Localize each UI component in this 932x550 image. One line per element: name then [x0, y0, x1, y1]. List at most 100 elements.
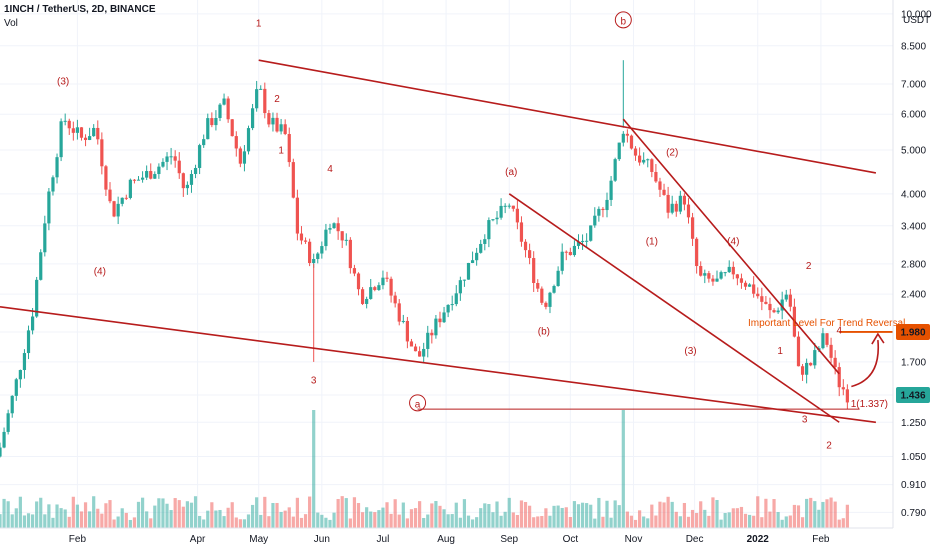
candle-body — [788, 294, 792, 307]
candle — [674, 200, 678, 217]
support-level-label: 1(1.337) — [851, 399, 888, 410]
candle — [324, 223, 328, 251]
volume-bar — [638, 510, 642, 528]
candle — [658, 177, 662, 197]
volume-bar — [397, 514, 401, 528]
wave-label: 1 — [256, 18, 262, 29]
volume-bar — [813, 501, 817, 528]
volume-bar — [234, 517, 238, 528]
volume-bar — [250, 504, 255, 528]
volume-bar — [650, 504, 654, 528]
candle — [104, 164, 108, 196]
candle — [108, 182, 112, 204]
volume-bar — [479, 508, 483, 528]
candle-body — [324, 229, 328, 247]
candle-body — [108, 189, 112, 202]
volume-bar — [511, 512, 515, 528]
volume-bars — [0, 410, 849, 528]
volume-bar — [674, 511, 678, 528]
volume-bar — [145, 511, 149, 528]
candle — [308, 238, 312, 267]
candle — [711, 275, 715, 286]
price-tick-label: 0.910 — [901, 480, 926, 491]
candle-body — [674, 203, 678, 212]
volume-bar — [540, 516, 544, 528]
candle — [409, 338, 414, 347]
volume-bar — [409, 509, 414, 528]
candle — [234, 131, 238, 157]
time-tick-label: Dec — [686, 534, 704, 545]
volume-bar — [442, 509, 446, 528]
volume-bar — [206, 510, 210, 528]
candle-body — [837, 367, 841, 388]
volume-bar — [230, 502, 234, 528]
candle-body — [418, 351, 422, 357]
volume-bar — [593, 518, 597, 528]
volume-bar — [356, 503, 361, 528]
wave-label: 2 — [826, 440, 832, 451]
volume-bar — [487, 504, 491, 528]
volume-bar — [690, 509, 695, 528]
candle — [132, 178, 137, 184]
volume-bar — [670, 501, 674, 528]
candle-body — [104, 166, 108, 190]
price-tick-label: 1.700 — [901, 357, 926, 368]
candle — [79, 127, 84, 141]
candle-body — [519, 222, 524, 242]
volume-bar — [79, 511, 84, 528]
time-tick-label: May — [249, 534, 268, 545]
candle — [475, 247, 479, 266]
candle-body — [727, 266, 731, 273]
candle-body — [528, 250, 532, 259]
candle — [523, 239, 528, 258]
volume-bar — [328, 519, 332, 528]
candle-body — [303, 240, 308, 242]
volume-bar — [703, 509, 707, 528]
candle — [287, 127, 291, 167]
volume-bar — [59, 508, 63, 528]
volume-bar — [242, 519, 247, 528]
candle-body — [796, 336, 801, 367]
volume-bar — [560, 507, 564, 528]
candle-body — [654, 171, 658, 182]
candle-body — [83, 137, 88, 141]
candle — [92, 124, 96, 137]
candle-body — [760, 296, 764, 302]
candle — [67, 118, 71, 135]
candle-body — [784, 294, 788, 300]
candle-body — [75, 127, 80, 133]
candle-body — [695, 238, 699, 267]
candle-body — [120, 197, 124, 204]
candle-body — [589, 225, 593, 241]
volume-bar — [373, 512, 377, 528]
candle-body — [434, 318, 438, 336]
candle — [365, 296, 369, 309]
candle — [503, 203, 507, 214]
volume-bar — [14, 508, 18, 528]
candle — [548, 291, 552, 314]
volume-bar — [413, 508, 418, 528]
candle-body — [132, 179, 137, 181]
candle — [320, 241, 324, 259]
price-tick-label: 3.400 — [901, 221, 926, 232]
volume-bar — [654, 515, 658, 528]
candle-body — [316, 253, 320, 260]
lower-channel-line — [0, 306, 876, 424]
candle — [96, 120, 100, 145]
candle — [369, 278, 373, 300]
volume-bar — [165, 503, 169, 528]
candle — [136, 176, 141, 181]
volume-bar — [837, 519, 841, 528]
volume-bar — [283, 510, 287, 528]
candle — [833, 350, 837, 375]
candle — [116, 196, 120, 225]
candle-body — [450, 304, 454, 306]
candle — [47, 187, 51, 231]
volume-bar — [699, 501, 703, 528]
volume-bar — [515, 514, 519, 528]
volume-bar — [344, 498, 348, 528]
time-tick-label: 2022 — [747, 534, 770, 545]
volume-label: Vol — [4, 18, 18, 29]
candle — [707, 270, 711, 283]
